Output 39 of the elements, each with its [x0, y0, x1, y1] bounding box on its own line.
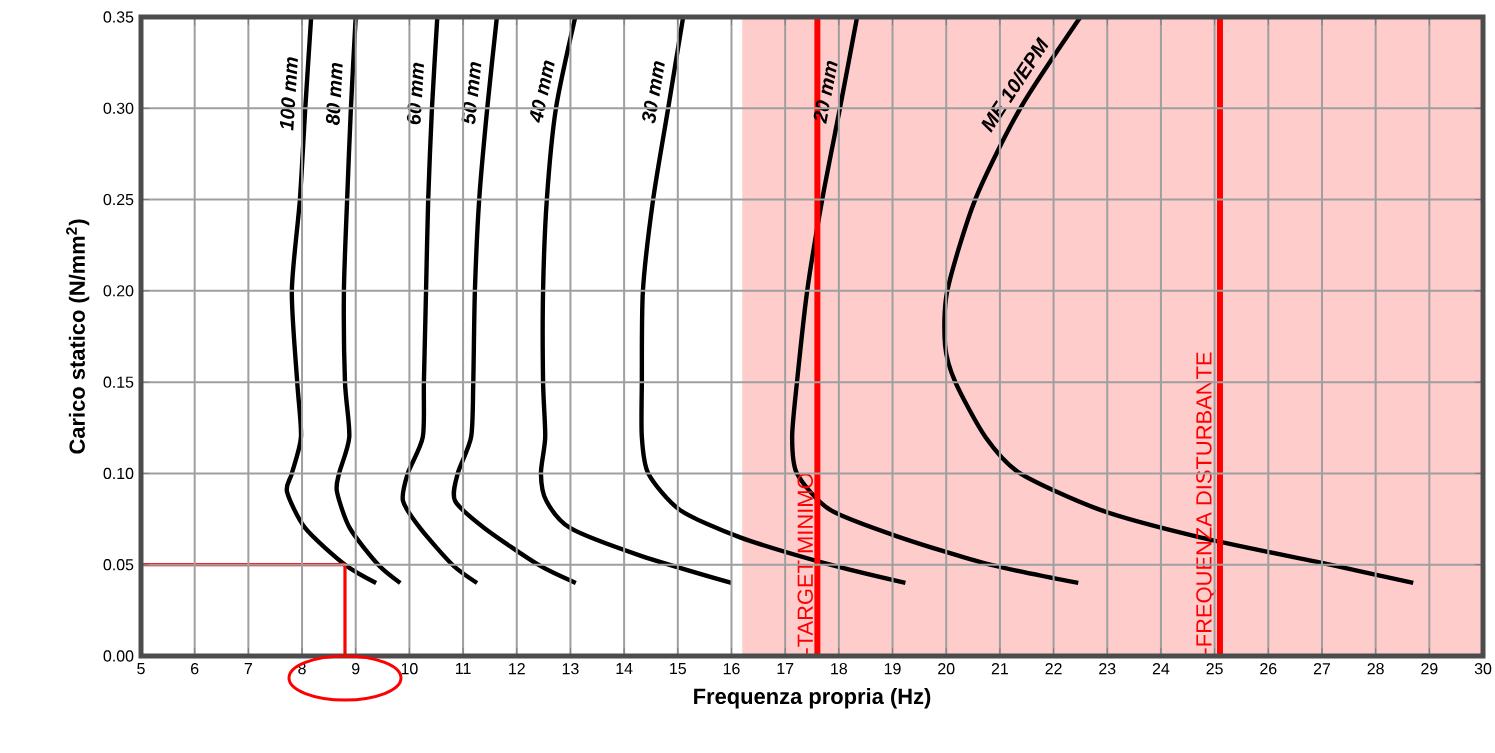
x-tick-label: 22 — [1045, 663, 1062, 675]
x-tick-label: 18 — [831, 663, 847, 675]
x-tick-label: 17 — [777, 663, 794, 674]
x-tick-label: 24 — [1152, 663, 1170, 675]
x-tick-label: 25 — [1206, 663, 1223, 675]
y-tick-label: 0.20 — [103, 285, 134, 297]
text: 80 mm — [325, 62, 343, 126]
x-tick-label: 20 — [938, 663, 955, 675]
x-tick-label: 7 — [244, 663, 252, 674]
x-tick-label: 9 — [352, 663, 360, 675]
x-tick-label: 12 — [509, 663, 525, 675]
y-tick-label: 0.05 — [103, 559, 134, 571]
x-tick-label: 11 — [456, 663, 471, 674]
ref-line-label: -FREQUENZA DISTURBANTE — [1196, 352, 1216, 654]
x-tick-label: 10 — [401, 663, 418, 675]
y-tick-label: 0.00 — [103, 650, 134, 662]
y-tick-label: 0.15 — [103, 376, 134, 388]
x-tick-label: 23 — [1099, 663, 1116, 675]
x-tick-label: 5 — [137, 663, 145, 675]
y-tick-label: 0.25 — [103, 193, 134, 206]
y-tick-label: 0.10 — [103, 467, 134, 480]
y-tick-label: 0.30 — [103, 102, 134, 114]
x-tick-label: 19 — [884, 663, 901, 675]
x-tick-label: 26 — [1260, 663, 1277, 675]
x-tick-label: 13 — [562, 663, 579, 675]
text: 100 mm — [279, 57, 298, 131]
x-tick-label: 29 — [1421, 663, 1438, 675]
y-tick-label: 0.35 — [103, 11, 134, 23]
x-tick-label: 6 — [191, 663, 199, 675]
x-tick-label: 21 — [991, 663, 1008, 675]
x-tick-label: 15 — [670, 663, 686, 675]
x-axis-title: Frequenza propria (Hz) — [694, 688, 931, 709]
x-tick-label: 28 — [1367, 663, 1384, 675]
y-axis-title: Carico statico (N/mm$^{2}$) — [66, 219, 90, 454]
x-tick-label: 16 — [723, 663, 740, 675]
x-tick-label: 14 — [616, 663, 633, 674]
x-tick-label: 30 — [1474, 663, 1492, 675]
ref-line-label: -TARGET MINIMO — [797, 473, 813, 654]
x-tick-label: 27 — [1313, 663, 1331, 675]
